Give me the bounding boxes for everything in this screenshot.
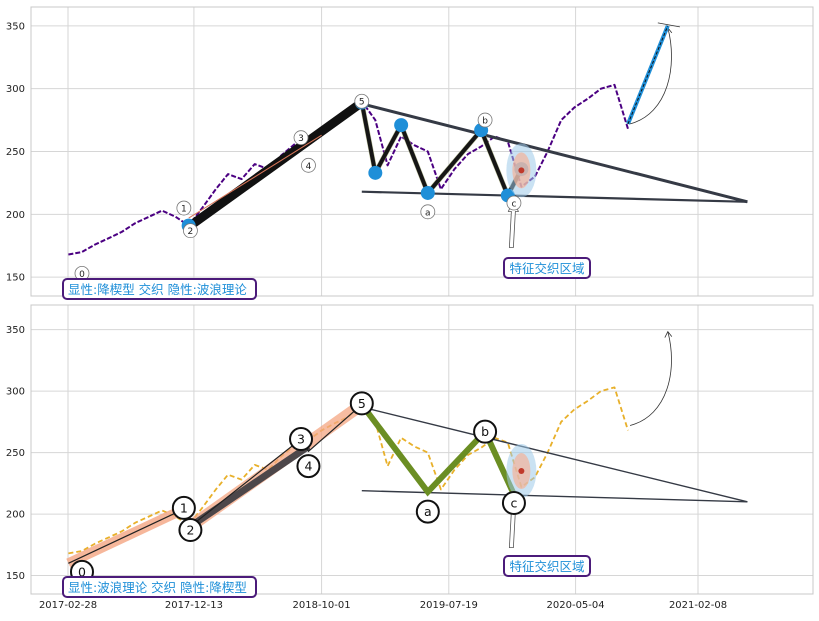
wave-label-circle bbox=[473, 419, 498, 444]
y-tick-label: 200 bbox=[6, 510, 25, 521]
annotation-label: 显性:降楔型 交织 隐性:波浪理论 bbox=[68, 282, 247, 297]
annotation-box bbox=[62, 278, 257, 300]
wave-label-text: 2 bbox=[186, 523, 194, 538]
wave-label-text: 1 bbox=[181, 205, 187, 215]
callout-label: 特征交织区域 bbox=[509, 559, 584, 574]
y-tick-label: 250 bbox=[6, 147, 25, 158]
wave-label-text: c bbox=[511, 200, 516, 210]
x-tick-label: 2019-07-19 bbox=[420, 600, 478, 611]
plot-area bbox=[31, 305, 813, 594]
x-tick-label: 2017-12-13 bbox=[165, 600, 223, 611]
wave-label-text: a bbox=[425, 208, 431, 218]
wave-label-text: 3 bbox=[298, 134, 304, 144]
wave-label-circle bbox=[477, 112, 493, 128]
callout-box bbox=[503, 555, 591, 577]
wave-label-text: 0 bbox=[78, 564, 86, 579]
wave-label-circle bbox=[506, 195, 522, 211]
callout-arrow bbox=[507, 198, 519, 248]
x-tick-label: 2021-02-08 bbox=[669, 600, 727, 611]
wave-label-circle bbox=[415, 499, 440, 524]
forecast-target-tick bbox=[657, 22, 680, 28]
wave-label-text: 4 bbox=[304, 459, 312, 474]
wedge-upper-line bbox=[361, 102, 748, 204]
forecast-arrowhead bbox=[664, 330, 673, 338]
wave-label-circle bbox=[183, 223, 198, 239]
wave-label-circle bbox=[354, 93, 370, 109]
wave-label-text: 2 bbox=[188, 227, 194, 237]
callout-box bbox=[503, 257, 591, 279]
wedge-upper-line bbox=[361, 406, 748, 503]
wave-node bbox=[368, 165, 383, 180]
wave-label-circle bbox=[420, 204, 436, 220]
impulse-guide-line bbox=[188, 134, 322, 219]
wave-label-text: 5 bbox=[358, 396, 366, 411]
top-panel: 150 200 250 300 350 特征交织区域 0 1 2 3 4 5 a b c 显性:降楔型 交织 … bbox=[6, 6, 814, 300]
wave-label-circle bbox=[293, 130, 309, 146]
wave-label-text: 5 bbox=[359, 98, 365, 108]
x-tick-label: 2020-05-04 bbox=[547, 600, 605, 611]
annotation-box bbox=[62, 576, 257, 598]
callout-label: 特征交织区域 bbox=[509, 261, 584, 276]
annotation-label: 显性:波浪理论 交织 隐性:降楔型 bbox=[68, 580, 247, 595]
impulse-dark-band bbox=[188, 443, 311, 530]
wave-label-circle bbox=[289, 427, 314, 452]
x-tick-label: 2018-10-01 bbox=[293, 600, 351, 611]
y-tick-label: 150 bbox=[6, 571, 25, 582]
y-tick-label: 300 bbox=[6, 387, 25, 398]
plot-frame bbox=[30, 304, 814, 595]
forecast-curve bbox=[629, 27, 672, 125]
y-tick-label: 350 bbox=[6, 325, 25, 336]
wave-label-text: a bbox=[424, 504, 432, 519]
interweave-zone-center bbox=[518, 468, 525, 475]
impulse-wave-line bbox=[68, 404, 363, 564]
wave-label-circle bbox=[501, 490, 526, 515]
wave-label-text: 1 bbox=[180, 500, 188, 515]
wave-node bbox=[420, 185, 435, 200]
wave-label-text: 4 bbox=[306, 162, 312, 172]
wave-label-circle bbox=[349, 391, 374, 416]
wave-label-circle bbox=[178, 518, 203, 543]
y-tick-label: 300 bbox=[6, 84, 25, 95]
y-tick-label: 150 bbox=[6, 273, 25, 284]
y-tick-label: 350 bbox=[6, 21, 25, 32]
plot-frame bbox=[30, 6, 814, 297]
wave-label-text: 0 bbox=[79, 270, 85, 280]
wave-label-text: b bbox=[481, 424, 489, 439]
wave-label-circle bbox=[176, 200, 192, 216]
wave-label-text: c bbox=[511, 495, 518, 510]
y-tick-label: 250 bbox=[6, 448, 25, 459]
wave-label-circle bbox=[301, 157, 316, 173]
correction-wave-line bbox=[359, 402, 517, 497]
wave-label-text: 3 bbox=[297, 432, 305, 447]
wave-label-circle bbox=[171, 495, 196, 520]
wave-label-text: b bbox=[482, 117, 488, 127]
x-tick-label: 2017-02-28 bbox=[39, 600, 97, 611]
y-tick-label: 200 bbox=[6, 210, 25, 221]
wave-node bbox=[394, 118, 409, 133]
wave-label-circle bbox=[296, 454, 321, 479]
forecast-curve bbox=[629, 331, 672, 426]
forecast-line-dash bbox=[627, 25, 669, 125]
interweave-zone-center bbox=[518, 167, 525, 174]
